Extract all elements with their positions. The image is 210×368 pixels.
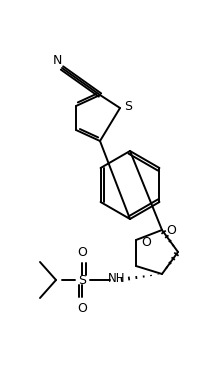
- Text: N: N: [52, 53, 62, 67]
- Text: NH: NH: [108, 272, 126, 286]
- Text: S: S: [78, 273, 86, 287]
- Text: O: O: [77, 245, 87, 258]
- Text: O: O: [166, 223, 176, 237]
- Text: S: S: [124, 100, 132, 113]
- Text: O: O: [141, 236, 151, 248]
- Text: O: O: [77, 301, 87, 315]
